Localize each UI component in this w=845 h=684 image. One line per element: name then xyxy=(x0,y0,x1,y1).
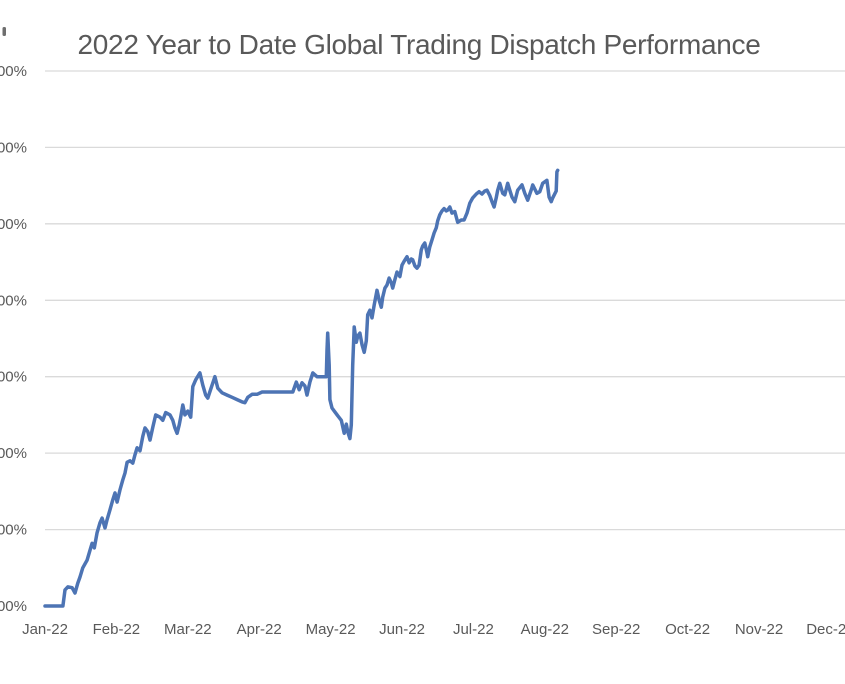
x-tick-label: Jan-22 xyxy=(22,621,68,638)
x-tick-label: Mar-22 xyxy=(164,621,212,638)
y-tick-label: 00% xyxy=(0,369,27,386)
x-tick-label: Jul-22 xyxy=(453,621,494,638)
series-lines xyxy=(43,168,560,608)
y-tick-label: 00% xyxy=(0,292,27,309)
x-tick-label: Feb-22 xyxy=(93,621,141,638)
y-tick-label: 00% xyxy=(0,63,27,80)
clipped-text-fragment xyxy=(2,27,6,36)
y-axis-tick-labels: 00% 00% 00% 00% 00% 00% 00% 00% xyxy=(0,63,27,615)
x-axis-tick-labels: Jan-22 Feb-22 Mar-22 Apr-22 May-22 Jun-22 Jul-… xyxy=(22,621,845,638)
x-tick-label: Oct-22 xyxy=(665,621,710,638)
x-tick-label: Sep-22 xyxy=(592,621,640,638)
y-tick-label: 00% xyxy=(0,445,27,462)
x-tick-label: Apr-22 xyxy=(237,621,282,638)
performance-line xyxy=(43,168,560,608)
y-tick-label: 00% xyxy=(0,522,27,539)
x-tick-label: Dec-22 xyxy=(806,621,845,638)
x-tick-label: Jun-22 xyxy=(379,621,425,638)
chart-title: 2022 Year to Date Global Trading Dispatc… xyxy=(77,29,761,60)
x-tick-label: Nov-22 xyxy=(735,621,783,638)
y-tick-label: 00% xyxy=(0,216,27,233)
y-tick-label: 00% xyxy=(0,598,27,615)
x-tick-label: Aug-22 xyxy=(521,621,569,638)
x-tick-label: May-22 xyxy=(306,621,356,638)
y-tick-label: 00% xyxy=(0,139,27,156)
gridlines xyxy=(45,70,845,531)
